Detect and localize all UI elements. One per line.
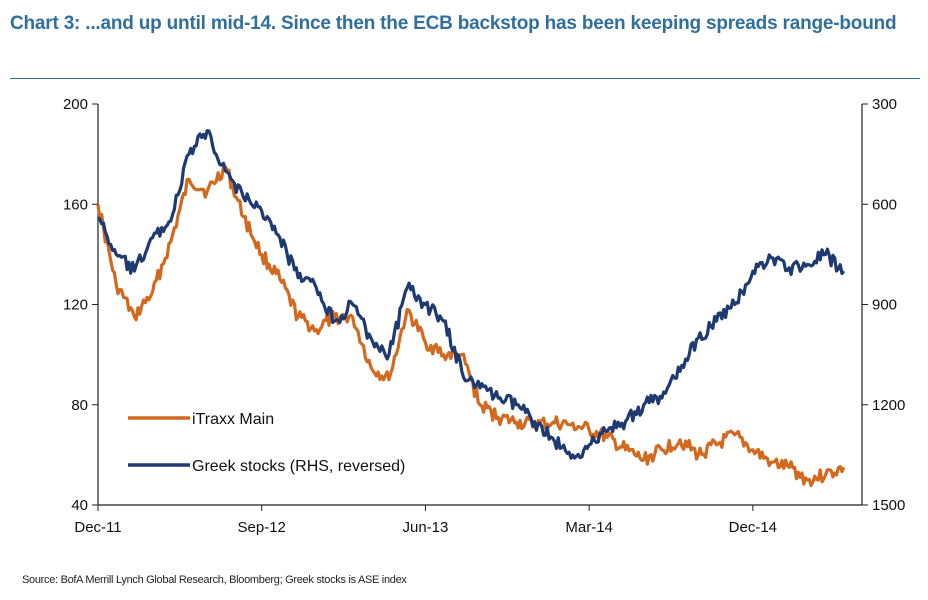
source-note: Source: BofA Merrill Lynch Global Resear… — [22, 574, 407, 586]
x-tick-label: Jun-13 — [402, 519, 448, 536]
left-tick-label: 160 — [63, 196, 88, 213]
left-tick-label: 40 — [71, 497, 88, 514]
right-tick-label: 900 — [872, 297, 897, 314]
left-tick-label: 120 — [63, 297, 88, 314]
right-tick-label: 600 — [872, 196, 897, 213]
chart-title: Chart 3: ...and up until mid-14. Since t… — [10, 13, 897, 34]
series-line-itraxx-main — [96, 164, 846, 488]
series-layer — [96, 129, 846, 488]
x-tick-label: Mar-14 — [565, 519, 613, 536]
left-tick-label: 200 — [63, 96, 88, 113]
series-line-greek-stocks — [96, 129, 846, 460]
x-tick-label: Sep-12 — [238, 519, 286, 536]
right-tick-label: 1500 — [872, 497, 905, 514]
right-tick-label: 1200 — [872, 397, 905, 414]
legend-label-itraxx-main: iTraxx Main — [192, 411, 274, 428]
left-tick-label: 80 — [71, 397, 88, 414]
axes: 200 160 120 80 40 300 600 900 1200 1500 Dec-11 Sep-… — [63, 96, 905, 536]
x-tick-label: Dec-14 — [729, 519, 777, 536]
title-rule — [10, 78, 920, 79]
x-tick-label: Dec-11 — [74, 519, 121, 536]
legend: iTraxx Main Greek stocks (RHS, reversed) — [128, 411, 405, 475]
legend-label-greek-stocks: Greek stocks (RHS, reversed) — [192, 458, 405, 475]
right-tick-label: 300 — [872, 96, 897, 113]
